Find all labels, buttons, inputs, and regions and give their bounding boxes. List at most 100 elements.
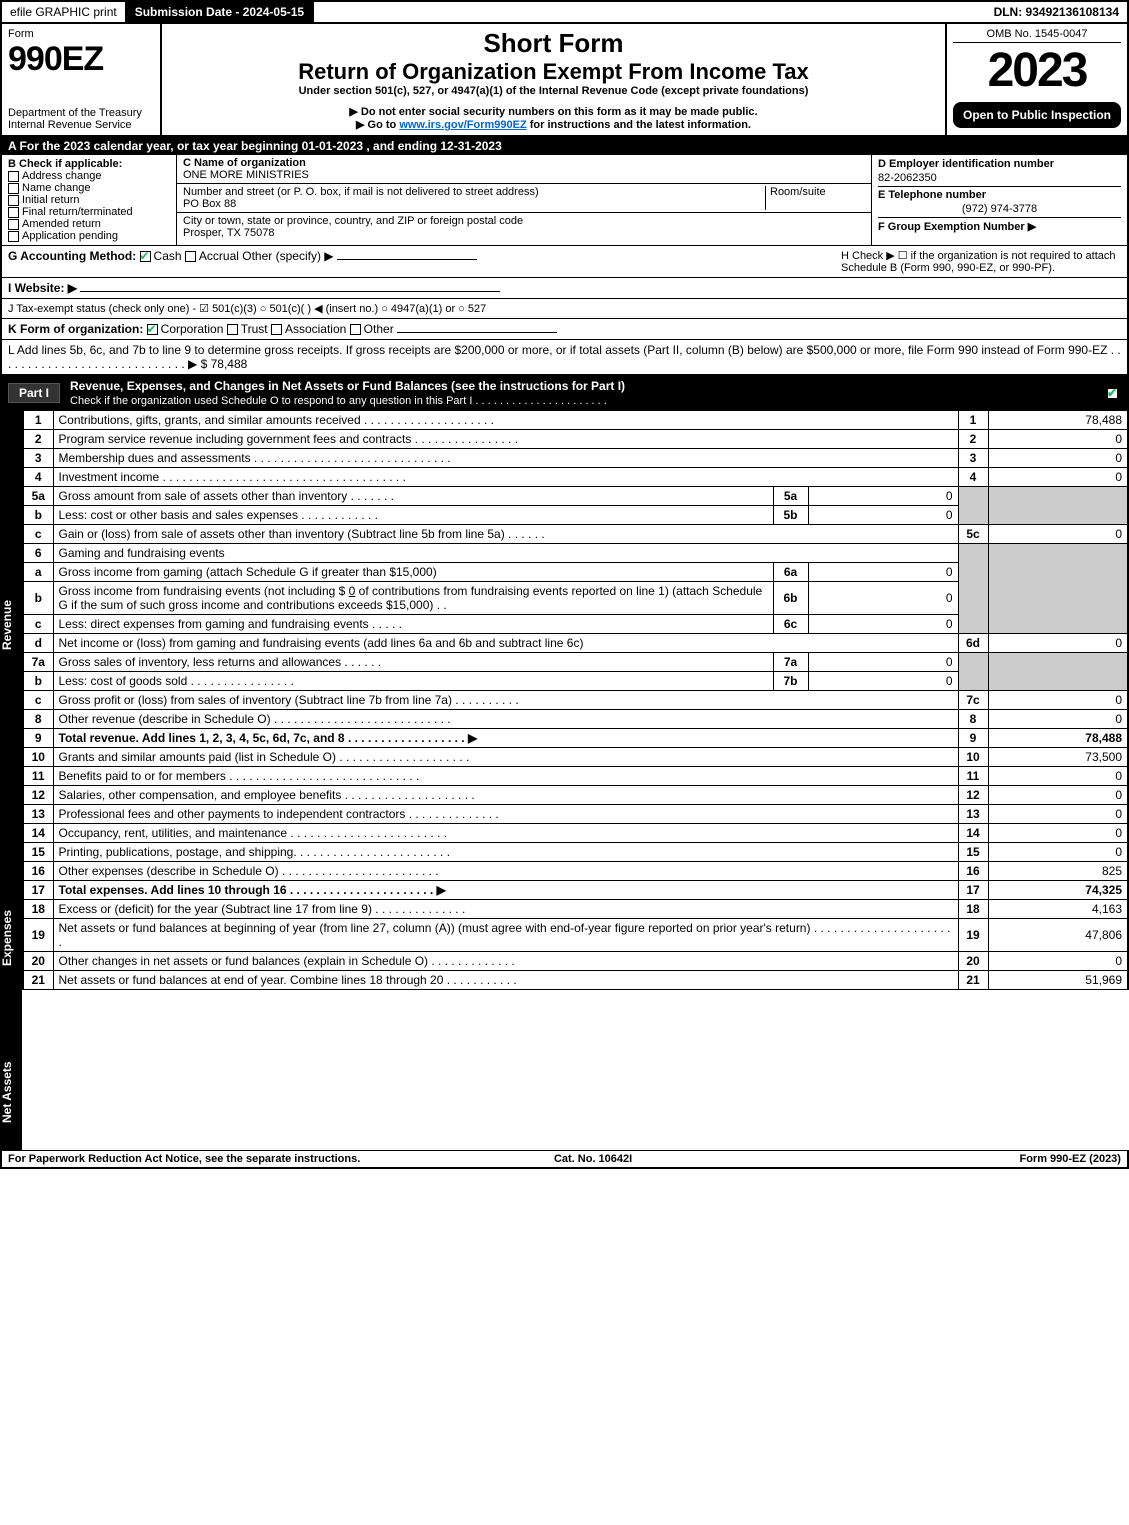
check-cash[interactable]: [140, 251, 151, 262]
form-header: Form 990EZ Department of the Treasury In…: [0, 24, 1129, 137]
k-opt-1: Trust: [241, 322, 268, 336]
page-footer: For Paperwork Reduction Act Notice, see …: [0, 1150, 1129, 1169]
b-opt-2: Initial return: [22, 194, 79, 206]
goto-prefix: ▶ Go to: [356, 119, 399, 131]
i-label: I Website: ▶: [8, 281, 77, 295]
h-text: H Check ▶ ☐ if the organization is not r…: [841, 249, 1121, 274]
table-row: cGross profit or (loss) from sales of in…: [23, 691, 1128, 710]
table-row: 21Net assets or fund balances at end of …: [23, 971, 1128, 990]
table-row: 11Benefits paid to or for members . . . …: [23, 767, 1128, 786]
b-opt-3: Final return/terminated: [22, 206, 133, 218]
goto-suffix: for instructions and the latest informat…: [527, 119, 751, 131]
irs-link[interactable]: www.irs.gov/Form990EZ: [399, 119, 526, 131]
check-final-return[interactable]: [8, 207, 19, 218]
footer-right: Form 990-EZ (2023): [1019, 1153, 1120, 1165]
footer-left: For Paperwork Reduction Act Notice, see …: [8, 1153, 360, 1165]
ein-value: 82-2062350: [878, 170, 1121, 186]
line-l: L Add lines 5b, 6c, and 7b to line 9 to …: [0, 340, 1129, 376]
table-row: 20Other changes in net assets or fund ba…: [23, 952, 1128, 971]
dept-label: Department of the Treasury Internal Reve…: [8, 107, 154, 131]
table-row: 8Other revenue (describe in Schedule O) …: [23, 710, 1128, 729]
line-i: I Website: ▶: [0, 278, 1129, 299]
check-association[interactable]: [271, 324, 282, 335]
b-opt-4: Amended return: [22, 218, 101, 230]
g-opt-other: Other (specify) ▶: [242, 249, 333, 263]
side-net-assets: Net Assets: [0, 1035, 22, 1150]
d-ein-label: D Employer identification number: [878, 158, 1121, 170]
efile-label: efile GRAPHIC print: [2, 2, 127, 22]
part-i-title: Revenue, Expenses, and Changes in Net As…: [70, 379, 625, 393]
col-b: B Check if applicable: Address change Na…: [2, 155, 177, 245]
check-application-pending[interactable]: [8, 231, 19, 242]
table-row: 1Contributions, gifts, grants, and simil…: [23, 411, 1128, 430]
l-value: $ 78,488: [201, 357, 248, 371]
info-block: B Check if applicable: Address change Na…: [0, 155, 1129, 246]
col-c: C Name of organization ONE MORE MINISTRI…: [177, 155, 872, 245]
top-bar: efile GRAPHIC print Submission Date - 20…: [0, 0, 1129, 24]
row-text: Contributions, gifts, grants, and simila…: [53, 411, 958, 430]
e-tel-label: E Telephone number: [878, 186, 1121, 201]
under-section: Under section 501(c), 527, or 4947(a)(1)…: [168, 85, 939, 97]
b-opt-5: Application pending: [22, 230, 118, 242]
check-amended-return[interactable]: [8, 219, 19, 230]
table-row: 18Excess or (deficit) for the year (Subt…: [23, 900, 1128, 919]
line-g-h: G Accounting Method: Cash Accrual Other …: [0, 246, 1129, 278]
tax-year: 2023: [953, 43, 1121, 98]
table-row: dNet income or (loss) from gaming and fu…: [23, 634, 1128, 653]
line-k: K Form of organization: Corporation Trus…: [0, 319, 1129, 340]
table-row: 10Grants and similar amounts paid (list …: [23, 748, 1128, 767]
g-opt-accrual: Accrual: [199, 249, 239, 263]
check-trust[interactable]: [227, 324, 238, 335]
b-opt-0: Address change: [22, 170, 102, 182]
k-opt-3: Other: [364, 322, 394, 336]
c-city-label: City or town, state or province, country…: [183, 215, 523, 227]
check-initial-return[interactable]: [8, 195, 19, 206]
table-row: 15Printing, publications, postage, and s…: [23, 843, 1128, 862]
check-address-change[interactable]: [8, 171, 19, 182]
table-row: 3Membership dues and assessments . . . .…: [23, 449, 1128, 468]
submission-date: Submission Date - 2024-05-15: [127, 2, 314, 22]
form-number: 990EZ: [8, 40, 154, 79]
room-suite-label: Room/suite: [765, 186, 865, 210]
table-row: 7aGross sales of inventory, less returns…: [23, 653, 1128, 672]
check-name-change[interactable]: [8, 183, 19, 194]
dln-label: DLN: 93492136108134: [986, 2, 1127, 22]
table-row: cGain or (loss) from sale of assets othe…: [23, 525, 1128, 544]
header-left: Form 990EZ Department of the Treasury In…: [2, 24, 162, 135]
part-i-table: 1Contributions, gifts, grants, and simil…: [22, 410, 1129, 990]
j-text: J Tax-exempt status (check only one) - ☑…: [8, 303, 486, 315]
b-label: B Check if applicable:: [8, 158, 170, 170]
check-other-org[interactable]: [350, 324, 361, 335]
row-amt: 78,488: [988, 411, 1128, 430]
org-city: Prosper, TX 75078: [183, 227, 275, 239]
footer-cat: Cat. No. 10642I: [554, 1153, 632, 1165]
table-row: 5aGross amount from sale of assets other…: [23, 487, 1128, 506]
goto-line: ▶ Go to www.irs.gov/Form990EZ for instru…: [168, 118, 939, 131]
form-prefix: Form: [8, 28, 154, 40]
part-i-sub: Check if the organization used Schedule …: [70, 395, 607, 407]
l-text: L Add lines 5b, 6c, and 7b to line 9 to …: [8, 343, 1121, 371]
main-title: Return of Organization Exempt From Incom…: [168, 59, 939, 85]
short-form-title: Short Form: [168, 28, 939, 59]
g-label: G Accounting Method:: [8, 249, 136, 263]
table-row: 9Total revenue. Add lines 1, 2, 3, 4, 5c…: [23, 729, 1128, 748]
check-schedule-o[interactable]: [1107, 388, 1118, 399]
check-corporation[interactable]: [147, 324, 158, 335]
header-right: OMB No. 1545-0047 2023 Open to Public In…: [947, 24, 1127, 135]
c-addr-label: Number and street (or P. O. box, if mail…: [183, 186, 539, 198]
k-label: K Form of organization:: [8, 322, 143, 336]
col-d: D Employer identification number 82-2062…: [872, 155, 1127, 245]
table-row: 13Professional fees and other payments t…: [23, 805, 1128, 824]
side-expenses: Expenses: [0, 840, 22, 1035]
header-center: Short Form Return of Organization Exempt…: [162, 24, 947, 135]
table-row: 4Investment income . . . . . . . . . . .…: [23, 468, 1128, 487]
part-i-tab: Part I: [8, 383, 60, 403]
donot-note: ▶ Do not enter social security numbers o…: [168, 105, 939, 118]
k-opt-2: Association: [285, 322, 346, 336]
check-accrual[interactable]: [185, 251, 196, 262]
row-num: 1: [23, 411, 53, 430]
b-opt-1: Name change: [22, 182, 91, 194]
table-row: 12Salaries, other compensation, and empl…: [23, 786, 1128, 805]
side-revenue: Revenue: [0, 410, 22, 840]
table-row: 17Total expenses. Add lines 10 through 1…: [23, 881, 1128, 900]
